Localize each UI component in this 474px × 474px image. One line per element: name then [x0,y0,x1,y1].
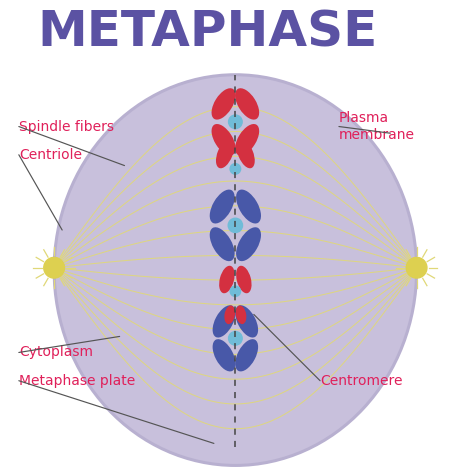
Ellipse shape [213,305,236,337]
Ellipse shape [210,190,235,224]
Ellipse shape [235,339,258,372]
Ellipse shape [216,139,234,168]
Circle shape [228,115,242,128]
Ellipse shape [236,190,261,224]
Text: Centromere: Centromere [320,374,402,388]
Ellipse shape [211,124,236,155]
Circle shape [230,164,241,174]
Ellipse shape [236,305,246,324]
Ellipse shape [213,339,236,372]
Ellipse shape [235,305,258,337]
Ellipse shape [235,124,259,155]
Circle shape [230,286,240,296]
Text: Plasma
membrane: Plasma membrane [339,111,415,142]
Circle shape [228,331,242,345]
Ellipse shape [219,266,235,293]
Ellipse shape [224,305,235,324]
Circle shape [44,257,64,278]
Text: Centriole: Centriole [19,148,82,162]
Ellipse shape [211,88,236,119]
Circle shape [228,218,243,233]
Ellipse shape [236,266,252,293]
Text: METAPHASE: METAPHASE [37,9,378,56]
Ellipse shape [210,227,235,261]
Circle shape [406,257,427,278]
Ellipse shape [54,75,417,465]
Ellipse shape [237,139,255,168]
Ellipse shape [236,227,261,261]
Ellipse shape [235,88,259,119]
Text: Cytoplasm: Cytoplasm [19,346,93,359]
Text: Metaphase plate: Metaphase plate [19,374,135,388]
Text: Spindle fibers: Spindle fibers [19,119,114,134]
